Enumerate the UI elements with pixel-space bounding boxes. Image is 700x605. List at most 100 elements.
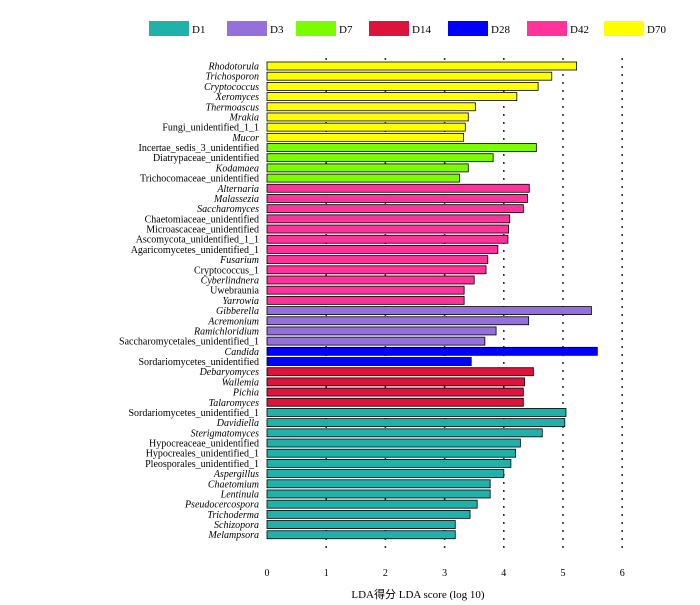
bar-chaetomium	[266, 479, 491, 489]
category-label: Chaetomiaceae_unidentified	[145, 214, 259, 225]
bar-gibberella	[266, 306, 592, 315]
bar-trichocomaceae-unidentified	[266, 173, 460, 183]
bar-wallemia	[266, 377, 525, 387]
x-tick-label: 6	[620, 568, 625, 579]
bar-sterigmatomyces	[266, 428, 543, 438]
bar-pseudocercospora	[266, 499, 478, 509]
legend-label-d70: D70	[647, 24, 666, 36]
category-label: Talaromyces	[209, 398, 259, 409]
bar-saccharomyces	[266, 204, 524, 214]
category-label: Hypocreaceae_unidentified	[149, 439, 259, 450]
category-label: Yarrowia	[222, 296, 259, 307]
category-label: Microascaceae_unidentified	[146, 225, 259, 236]
bar-candida	[266, 346, 598, 356]
legend-swatch-d42	[527, 21, 567, 36]
category-label: Schizopora	[214, 520, 259, 531]
bar-chaetomiaceae-unidentified	[266, 214, 511, 224]
category-label: Fusarium	[219, 255, 259, 266]
bar-lentinula	[266, 489, 491, 499]
category-label: Hypocreales_unidentified_1	[146, 449, 259, 460]
bar-mucor	[266, 132, 464, 142]
bar-melampsora	[266, 530, 456, 540]
bar-thermoascus	[266, 102, 476, 112]
category-label: Alternaria	[216, 184, 259, 195]
bar-cryptococcus-1	[266, 265, 487, 275]
category-label: Candida	[225, 347, 259, 358]
bar-malassezia	[266, 194, 528, 203]
category-label: Mucor	[231, 133, 259, 144]
bar-ramichloridium	[266, 326, 497, 336]
x-tick-label: 2	[383, 568, 388, 579]
bar-sordariomycetes-unidentified-1	[266, 408, 567, 417]
bar-microascaceae-unidentified	[266, 224, 509, 234]
bar-yarrowia	[266, 295, 465, 305]
bar-xeromyces	[266, 92, 518, 101]
x-axis-title: LDA得分 LDA score (log 10)	[351, 588, 485, 601]
category-label: Melampsora	[207, 530, 259, 541]
category-label: Chaetomium	[208, 479, 259, 490]
category-label: Malassezia	[213, 194, 259, 205]
bar-agaricomycetes-unidentified-1	[266, 245, 499, 254]
bar-uwebraunia	[266, 285, 465, 295]
category-label: Sordariomycetes_unidentified_1	[128, 408, 259, 419]
legend-label-d42: D42	[570, 24, 589, 36]
bar-alternaria	[266, 183, 530, 193]
category-label: Sterigmatomyces	[191, 428, 259, 439]
category-label: Mrakia	[229, 112, 259, 123]
x-tick-label: 5	[561, 568, 566, 579]
x-tick-label: 4	[501, 568, 506, 579]
legend-label-d1: D1	[192, 24, 205, 36]
bar-diatrypaceae-unidentified	[266, 153, 494, 163]
category-label: Thermoascus	[206, 102, 259, 113]
bar-cyberlindnera	[266, 275, 475, 285]
category-label: Ramichloridium	[193, 326, 259, 337]
category-label: Cryptococcus_1	[194, 265, 259, 276]
legend-label-d14: D14	[412, 24, 431, 36]
category-label: Trichosporon	[205, 72, 259, 83]
category-label: Debaryomyces	[199, 367, 260, 378]
bar-ascomycota-unidentified-1-1	[266, 234, 509, 244]
bar-hypocreaceae-unidentified	[266, 438, 521, 448]
x-tick-label: 0	[265, 568, 270, 579]
category-label: Saccharomyces	[197, 204, 259, 215]
category-label: Trichocomaceae_unidentified	[140, 174, 259, 185]
category-label: Saccharomycetales_unidentified_1	[119, 337, 259, 348]
category-label: Wallemia	[222, 377, 259, 388]
bar-rhodotorula	[266, 61, 578, 71]
x-tick-label: 3	[442, 568, 447, 579]
bar-talaromyces	[266, 397, 524, 407]
category-label: Aspergillus	[213, 469, 259, 480]
x-tick-label: 1	[324, 568, 329, 579]
bar-davidiella	[266, 418, 566, 428]
category-label: Rhodotorula	[207, 62, 259, 73]
x-axis-ticks: 0 1 2 3 4 5 6	[265, 568, 625, 579]
bar-saccharomycetales-unidentified-1	[266, 336, 486, 346]
bar-debaryomyces	[266, 367, 534, 377]
legend-swatch-d1	[149, 21, 189, 36]
legend-label-d3: D3	[270, 24, 284, 36]
category-label: Incertae_sedis_3_unidentified	[138, 143, 259, 154]
category-label: Pleosporales_unidentified_1	[145, 459, 259, 470]
category-label: Agaricomycetes_unidentified_1	[131, 245, 259, 256]
category-label: Sordariomycetes_unidentified	[138, 357, 259, 368]
legend-swatch-d14	[369, 21, 409, 36]
bar-schizopora	[266, 520, 456, 529]
bar-pichia	[266, 387, 524, 397]
bar-aspergillus	[266, 469, 505, 479]
category-label: Cyberlindnera	[201, 275, 259, 286]
category-label: Gibberella	[216, 306, 259, 317]
bar-incertae-sedis-3-unidentified	[266, 143, 537, 152]
legend-label-d7: D7	[339, 24, 353, 36]
bar-pleosporales-unidentified-1	[266, 459, 512, 468]
category-label: Diatrypaceae_unidentified	[153, 153, 259, 164]
category-label: Uwebraunia	[210, 286, 259, 297]
bar-trichosporon	[266, 71, 553, 81]
category-label: Acremonium	[207, 316, 259, 327]
bar-fusarium	[266, 255, 489, 265]
legend-swatch-d7	[296, 21, 336, 36]
category-label: Xeromyces	[215, 92, 260, 103]
legend-swatch-d70	[604, 21, 644, 36]
category-labels: RhodotorulaTrichosporonCryptococcusXerom…	[119, 62, 260, 542]
category-label: Trichoderma	[207, 510, 259, 521]
